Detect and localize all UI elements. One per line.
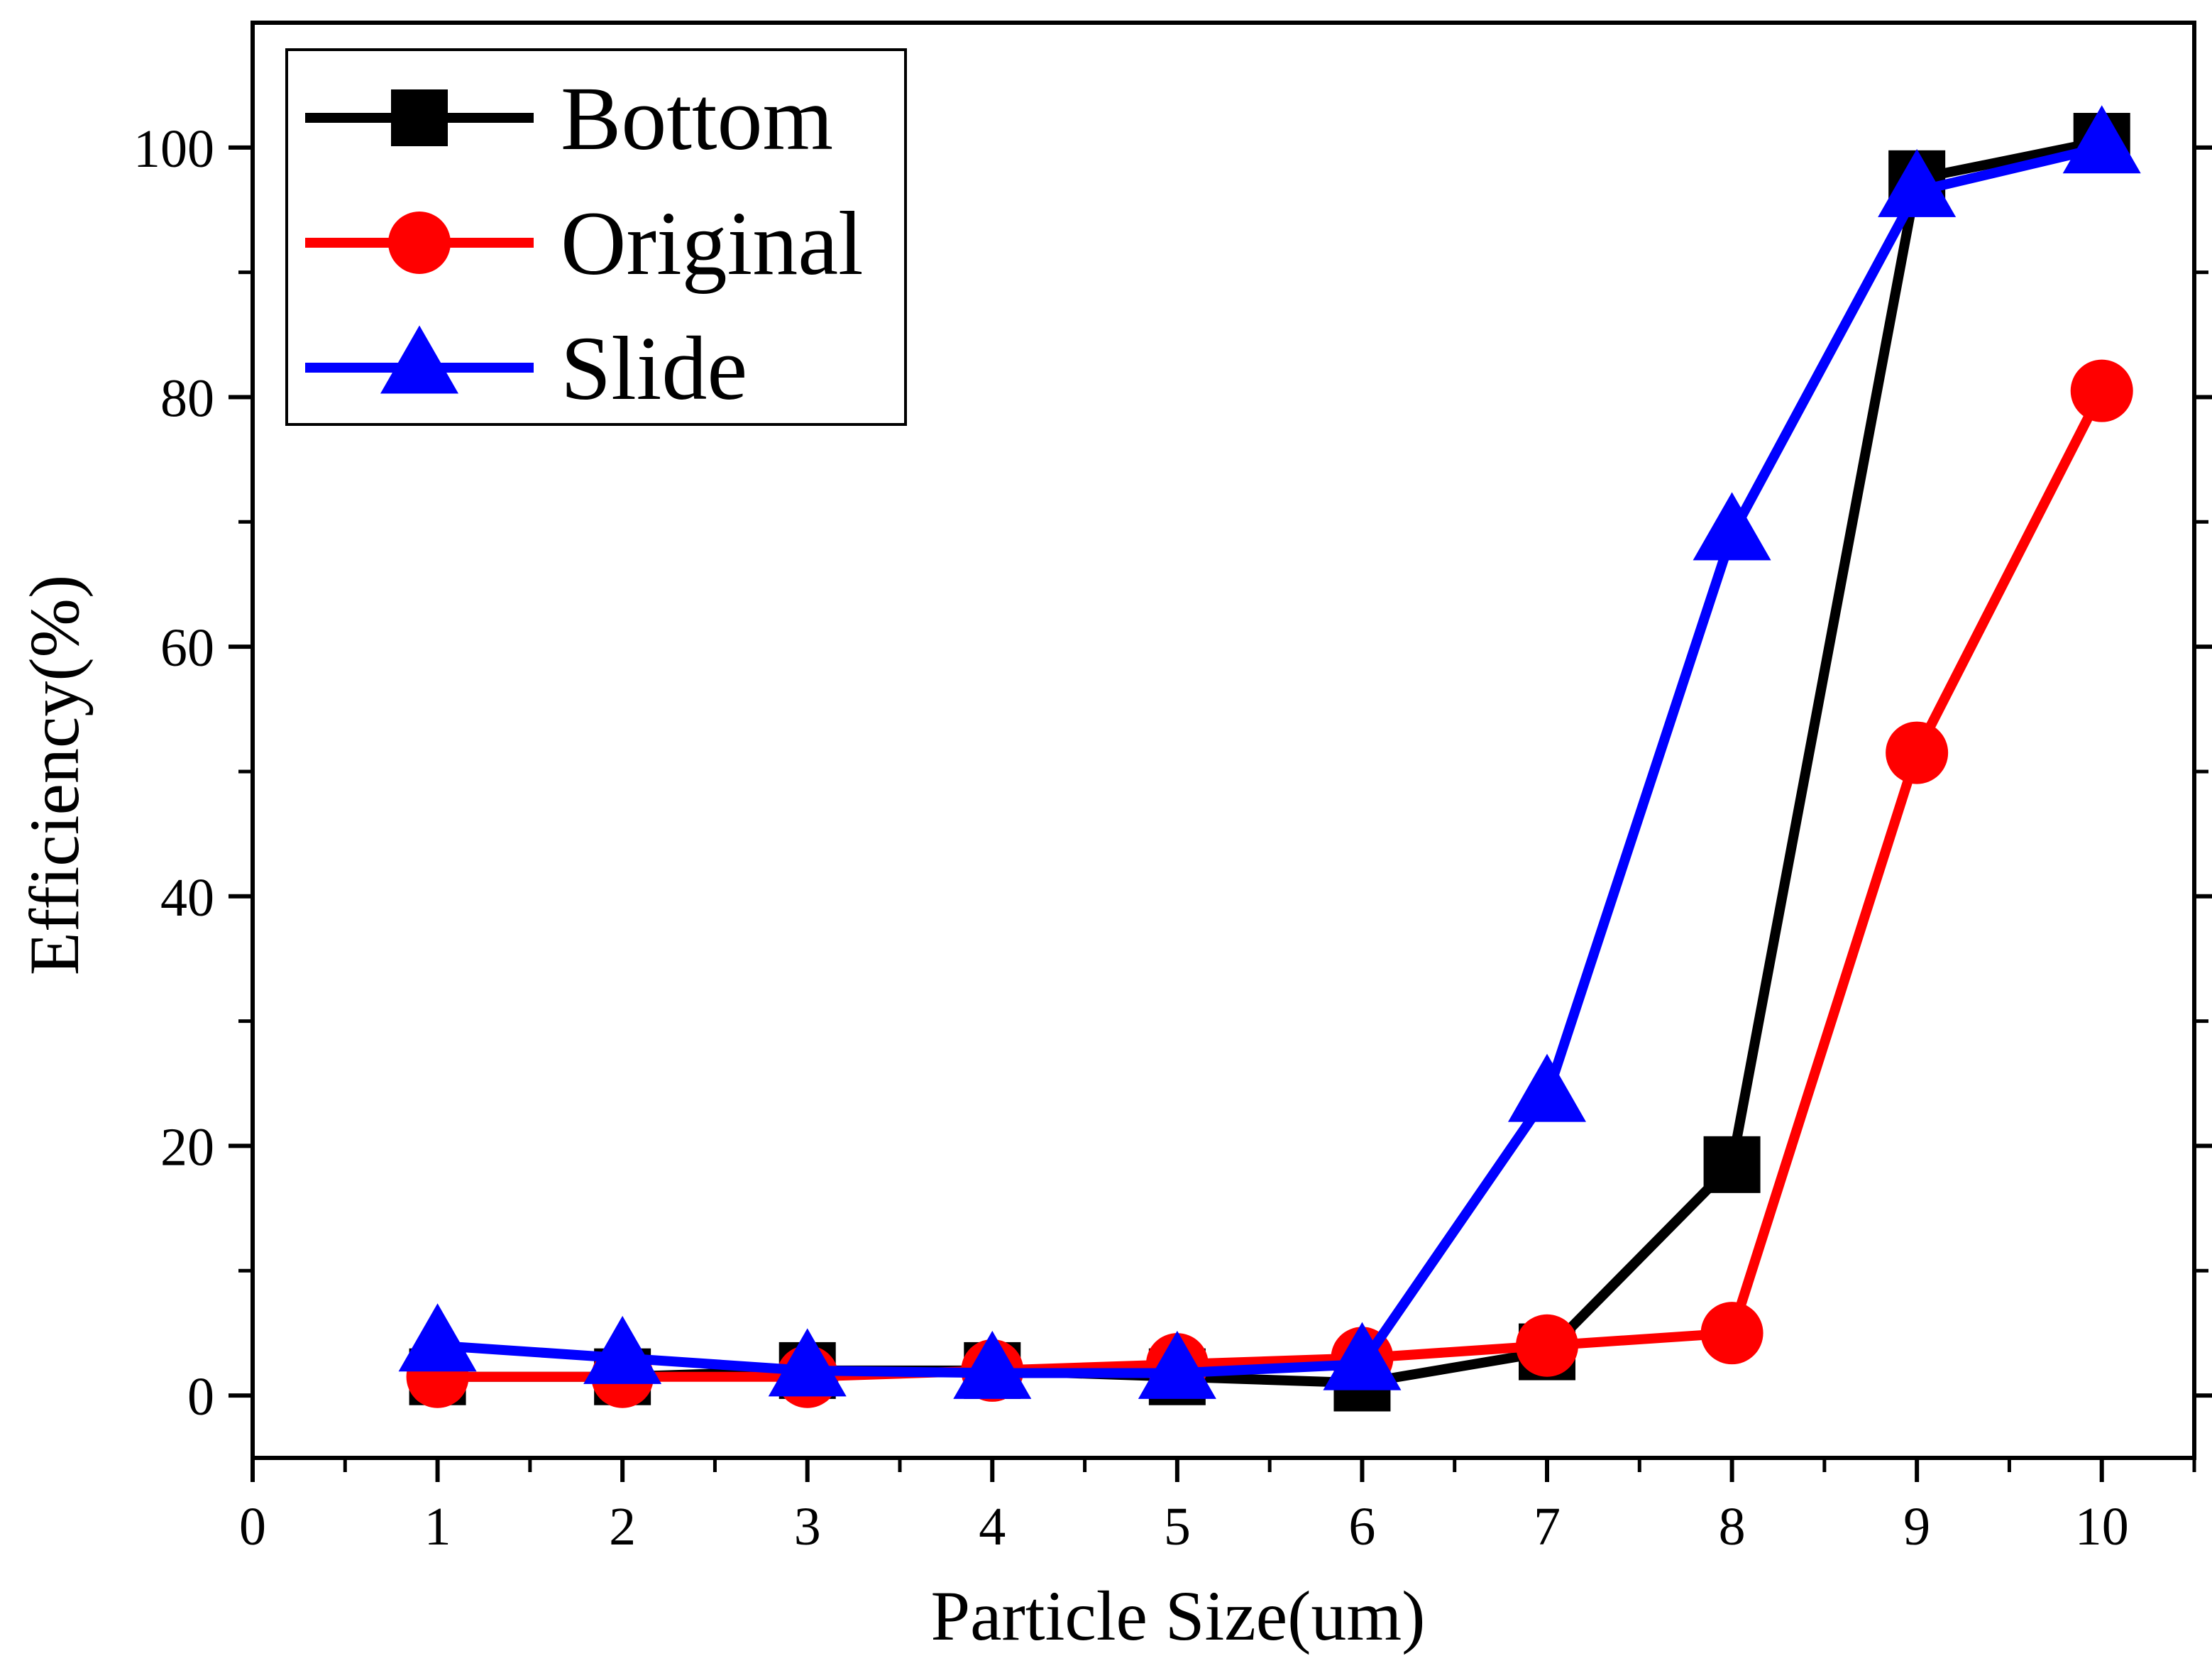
series-slide (398, 105, 2141, 1399)
y-tick-label: 100 (133, 119, 214, 179)
x-tick-label: 3 (794, 1497, 821, 1557)
data-point-slide (1878, 148, 1957, 217)
x-tick-label: 7 (1534, 1497, 1561, 1557)
data-point-slide (583, 1315, 662, 1384)
y-tick-label: 60 (160, 618, 214, 678)
legend-item-slide: Slide (305, 318, 747, 419)
x-tick-label: 2 (609, 1497, 636, 1557)
data-point-slide (2062, 105, 2141, 174)
legend-marker-bottom (391, 89, 448, 146)
legend-label-slide: Slide (561, 318, 747, 419)
data-point-slide (1323, 1322, 1402, 1390)
x-tick-label: 5 (1164, 1497, 1191, 1557)
legend-item-original: Original (305, 193, 864, 294)
legend-marker-original (388, 212, 451, 274)
series-original (406, 359, 2133, 1408)
x-tick-label: 8 (1719, 1497, 1746, 1557)
data-point-original (1886, 721, 1949, 784)
data-point-bottom (1703, 1136, 1761, 1193)
legend: Bottom Original Slide (285, 48, 907, 426)
data-point-slide (768, 1328, 847, 1397)
y-tick-label: 40 (160, 868, 214, 928)
y-axis-title: Efficiency(%) (15, 575, 94, 976)
series-layer (398, 105, 2141, 1412)
data-point-slide (1508, 1053, 1586, 1122)
legend-item-bottom: Bottom (305, 68, 833, 169)
x-tick-label: 6 (1348, 1497, 1375, 1557)
y-tick-label: 20 (160, 1117, 214, 1177)
y-tick-label: 0 (187, 1367, 214, 1427)
x-tick-label: 4 (979, 1497, 1006, 1557)
y-tick-label: 80 (160, 368, 214, 428)
legend-marker-slide (380, 325, 458, 394)
x-tick-label: 1 (424, 1497, 451, 1557)
series-line-original (437, 388, 2106, 1382)
data-point-slide (953, 1330, 1032, 1399)
data-point-slide (1693, 492, 1771, 561)
data-point-original (1700, 1302, 1763, 1365)
series-line-slide (437, 143, 2103, 1378)
x-tick-label: 0 (239, 1497, 266, 1557)
data-point-slide (398, 1303, 477, 1372)
x-axis-title: Particle Size(um) (931, 1576, 1426, 1655)
data-point-slide (1138, 1330, 1216, 1399)
plot-frame (251, 21, 2196, 1460)
x-tick-label: 9 (1903, 1497, 1930, 1557)
legend-label-original: Original (561, 193, 864, 294)
data-point-original (1516, 1314, 1578, 1377)
data-point-original (2070, 359, 2133, 422)
x-tick-label: 10 (2075, 1497, 2129, 1557)
legend-label-bottom: Bottom (561, 68, 833, 169)
